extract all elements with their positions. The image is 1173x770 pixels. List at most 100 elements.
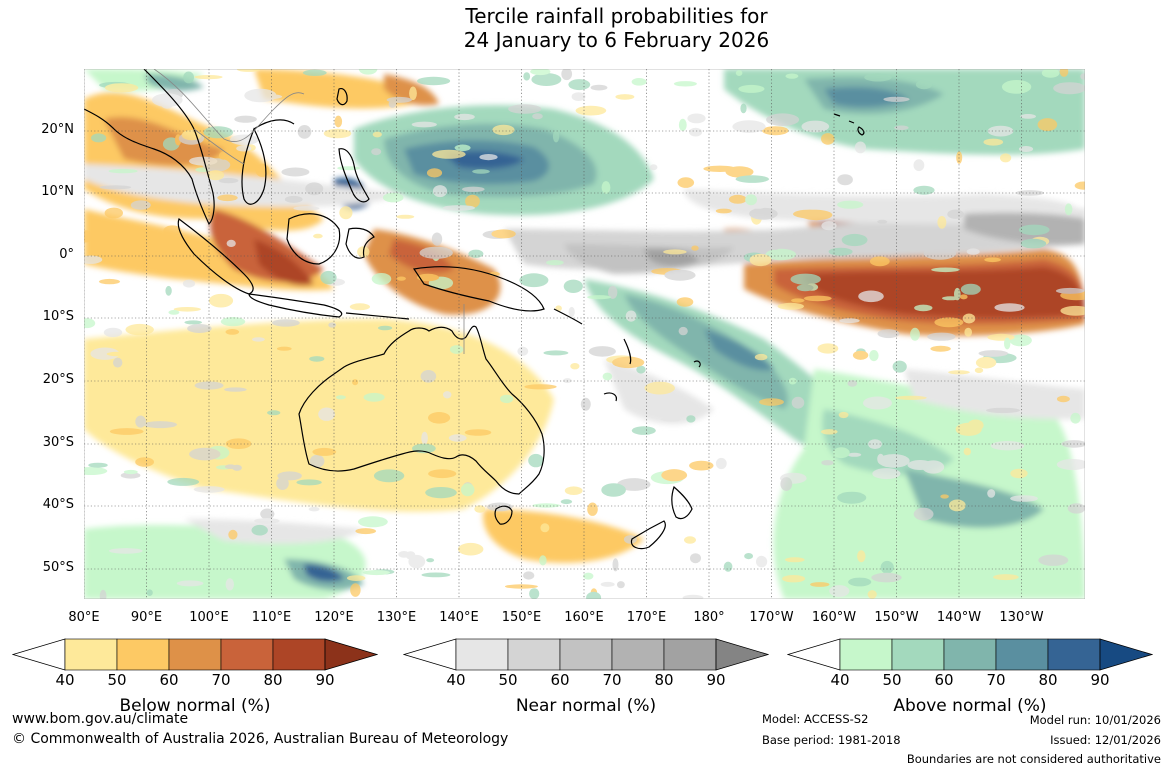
speckle bbox=[987, 125, 1014, 137]
colorbar-segment bbox=[891, 638, 945, 671]
speckle bbox=[189, 447, 221, 461]
speckle bbox=[974, 367, 984, 374]
longitude-label: 90°E bbox=[130, 610, 163, 625]
speckle bbox=[927, 332, 956, 341]
speckle bbox=[880, 560, 894, 574]
colorbar-segment bbox=[272, 638, 326, 671]
speckle bbox=[356, 480, 381, 486]
colorbar-segment bbox=[507, 638, 561, 671]
speckle bbox=[1018, 224, 1050, 236]
speckle bbox=[759, 398, 784, 406]
speckle bbox=[913, 185, 935, 195]
speckle bbox=[163, 225, 182, 237]
speckle bbox=[421, 431, 428, 445]
speckle bbox=[1074, 181, 1085, 190]
speckle bbox=[492, 124, 515, 136]
speckle bbox=[931, 267, 960, 273]
speckle bbox=[1004, 337, 1011, 350]
speckle bbox=[994, 303, 1025, 312]
speckle bbox=[677, 177, 695, 188]
longitude-label: 100°E bbox=[189, 610, 229, 625]
speckle bbox=[152, 93, 183, 107]
speckle bbox=[236, 145, 252, 152]
speckle bbox=[337, 166, 360, 171]
speckle bbox=[146, 589, 153, 596]
speckle bbox=[272, 319, 300, 327]
speckle bbox=[255, 163, 270, 177]
speckle bbox=[560, 499, 573, 505]
speckle bbox=[841, 233, 868, 247]
colorbar-title: Above normal (%) bbox=[893, 696, 1047, 716]
speckle bbox=[358, 516, 388, 528]
speckle bbox=[99, 185, 132, 190]
speckle bbox=[612, 356, 645, 369]
speckle bbox=[687, 113, 706, 124]
speckle bbox=[329, 478, 343, 489]
colorbar-tick-label: 50 bbox=[498, 671, 518, 689]
speckle bbox=[568, 306, 575, 318]
speckle bbox=[328, 322, 337, 328]
speckle bbox=[575, 105, 607, 116]
longitude-label: 120°E bbox=[314, 610, 354, 625]
speckle bbox=[858, 290, 884, 303]
colorbar-high-arrow bbox=[1099, 638, 1153, 671]
speckle bbox=[187, 324, 212, 333]
website-link[interactable]: www.bom.gov.au/climate bbox=[12, 711, 189, 727]
speckle bbox=[907, 460, 933, 470]
speckle bbox=[955, 422, 982, 436]
speckle bbox=[260, 508, 275, 520]
speckle bbox=[570, 363, 580, 370]
speckle bbox=[571, 92, 586, 101]
speckle bbox=[857, 550, 866, 563]
speckle bbox=[425, 487, 457, 499]
speckle bbox=[252, 420, 267, 433]
speckle bbox=[267, 410, 281, 416]
colorbar-tick-label: 90 bbox=[1090, 671, 1110, 689]
speckle bbox=[417, 273, 439, 282]
speckle bbox=[1064, 203, 1073, 216]
colorbar-high-arrow bbox=[324, 638, 378, 671]
speckle bbox=[767, 236, 783, 250]
speckle bbox=[703, 165, 737, 172]
speckle bbox=[373, 469, 405, 483]
speckle bbox=[740, 103, 747, 114]
speckle bbox=[1001, 80, 1032, 94]
colorbar-segment bbox=[455, 638, 509, 671]
speckle bbox=[738, 84, 765, 93]
base-period-text: Base period: 1981-2018 bbox=[762, 733, 901, 747]
speckle bbox=[913, 507, 934, 521]
speckle bbox=[661, 469, 688, 482]
speckle bbox=[762, 126, 789, 136]
colorbar-tick-label: 40 bbox=[830, 671, 850, 689]
speckle bbox=[796, 284, 814, 292]
speckle bbox=[978, 350, 1009, 357]
speckle bbox=[602, 372, 613, 381]
speckle bbox=[852, 350, 869, 360]
speckle bbox=[617, 478, 651, 491]
speckle bbox=[217, 194, 238, 202]
speckle bbox=[313, 233, 323, 239]
speckle bbox=[975, 356, 997, 369]
near-normal-colorbar bbox=[403, 638, 769, 671]
speckle bbox=[532, 113, 543, 120]
speckle bbox=[623, 535, 637, 544]
latitude-label: 30°S bbox=[42, 435, 74, 450]
speckle bbox=[218, 177, 239, 184]
speckle bbox=[254, 518, 280, 524]
speckle bbox=[689, 127, 703, 137]
speckle bbox=[310, 391, 332, 404]
speckle bbox=[84, 230, 94, 243]
speckle bbox=[1060, 305, 1085, 316]
speckle bbox=[88, 462, 108, 468]
speckle bbox=[684, 536, 696, 544]
speckle bbox=[987, 333, 1015, 341]
speckle bbox=[462, 186, 485, 192]
latitude-label: 40°S bbox=[42, 497, 74, 512]
speckle bbox=[99, 278, 120, 285]
speckle bbox=[732, 120, 766, 133]
speckle bbox=[318, 407, 335, 421]
speckle bbox=[608, 285, 618, 299]
speckle bbox=[508, 104, 542, 114]
speckle bbox=[837, 200, 864, 209]
speckle bbox=[552, 130, 560, 143]
